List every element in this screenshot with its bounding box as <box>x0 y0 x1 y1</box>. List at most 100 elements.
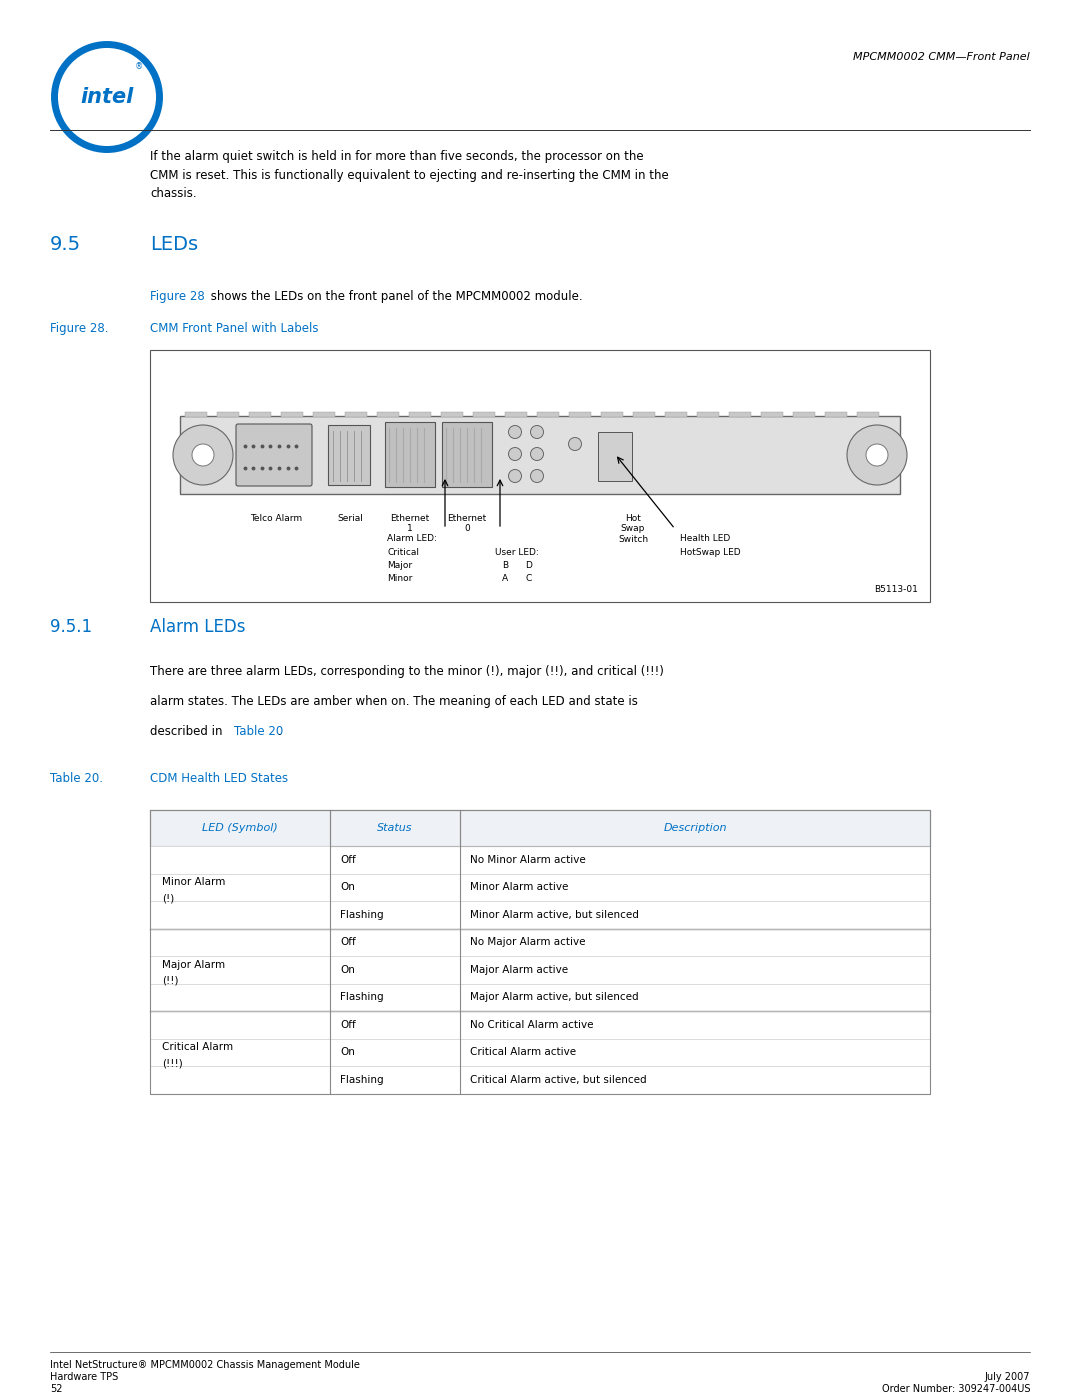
Text: Table 20.: Table 20. <box>50 773 103 785</box>
Text: (!!): (!!) <box>162 975 178 986</box>
Text: ®: ® <box>135 63 144 71</box>
Bar <box>409 412 431 416</box>
Text: C: C <box>525 574 531 583</box>
Text: Off: Off <box>340 855 355 865</box>
Circle shape <box>509 469 522 482</box>
Ellipse shape <box>54 45 160 149</box>
Text: Critical Alarm active: Critical Alarm active <box>470 1048 576 1058</box>
Circle shape <box>866 444 888 467</box>
Text: July 2007: July 2007 <box>985 1372 1030 1382</box>
Text: Table 20: Table 20 <box>234 725 283 738</box>
Text: Hot
Swap
Switch: Hot Swap Switch <box>618 514 648 543</box>
Bar <box>858 412 879 416</box>
Circle shape <box>192 444 214 467</box>
Bar <box>441 412 463 416</box>
Bar <box>249 412 271 416</box>
Bar <box>150 351 930 602</box>
Bar <box>150 1011 330 1094</box>
Text: alarm states. The LEDs are amber when on. The meaning of each LED and state is: alarm states. The LEDs are amber when on… <box>150 694 638 708</box>
Bar <box>313 412 335 416</box>
Text: MPCMM0002 CMM—Front Panel: MPCMM0002 CMM—Front Panel <box>853 52 1030 61</box>
Bar <box>473 412 495 416</box>
Bar <box>600 412 623 416</box>
Text: Critical Alarm active, but silenced: Critical Alarm active, but silenced <box>470 1074 647 1084</box>
Text: Flashing: Flashing <box>340 909 383 919</box>
FancyBboxPatch shape <box>442 422 492 488</box>
Text: Order Number: 309247-004US: Order Number: 309247-004US <box>881 1384 1030 1394</box>
Bar <box>569 412 591 416</box>
Circle shape <box>530 426 543 439</box>
Bar <box>665 412 687 416</box>
Text: Ethernet
1: Ethernet 1 <box>390 514 430 534</box>
Text: CDM Health LED States: CDM Health LED States <box>150 773 288 785</box>
Bar <box>281 412 303 416</box>
Text: (!!!): (!!!) <box>162 1059 183 1069</box>
Text: Status: Status <box>377 823 413 833</box>
Text: HotSwap LED: HotSwap LED <box>680 548 741 557</box>
Bar <box>150 810 930 847</box>
Text: Serial: Serial <box>337 514 363 522</box>
Bar <box>793 412 815 416</box>
Text: Figure 28.: Figure 28. <box>50 321 108 335</box>
Circle shape <box>509 426 522 439</box>
Text: There are three alarm LEDs, corresponding to the minor (!), major (!!), and crit: There are three alarm LEDs, correspondin… <box>150 665 664 678</box>
Text: Hardware TPS: Hardware TPS <box>50 1372 118 1382</box>
Text: Critical Alarm: Critical Alarm <box>162 1042 233 1052</box>
Text: Flashing: Flashing <box>340 992 383 1002</box>
Text: 52: 52 <box>50 1384 63 1394</box>
Text: Off: Off <box>340 937 355 947</box>
Text: CMM Front Panel with Labels: CMM Front Panel with Labels <box>150 321 319 335</box>
Text: intel: intel <box>80 87 134 108</box>
Text: Intel NetStructure® MPCMM0002 Chassis Management Module: Intel NetStructure® MPCMM0002 Chassis Ma… <box>50 1361 360 1370</box>
Text: 9.5.1: 9.5.1 <box>50 617 92 636</box>
Circle shape <box>568 437 581 450</box>
Circle shape <box>530 447 543 461</box>
Text: LED (Symbol): LED (Symbol) <box>202 823 278 833</box>
Bar <box>761 412 783 416</box>
Circle shape <box>847 425 907 485</box>
FancyBboxPatch shape <box>384 422 435 488</box>
Text: Off: Off <box>340 1020 355 1030</box>
FancyBboxPatch shape <box>328 425 370 485</box>
Text: Minor Alarm active: Minor Alarm active <box>470 883 568 893</box>
Text: No Major Alarm active: No Major Alarm active <box>470 937 585 947</box>
Text: B: B <box>502 562 508 570</box>
Text: .: . <box>278 725 282 738</box>
Text: No Minor Alarm active: No Minor Alarm active <box>470 855 585 865</box>
Text: Minor Alarm active, but silenced: Minor Alarm active, but silenced <box>470 909 639 919</box>
Bar <box>537 412 559 416</box>
Text: No Critical Alarm active: No Critical Alarm active <box>470 1020 594 1030</box>
Bar <box>150 929 330 1011</box>
Bar <box>825 412 847 416</box>
Text: User LED:: User LED: <box>495 548 539 557</box>
Bar <box>217 412 239 416</box>
Text: Alarm LED:: Alarm LED: <box>387 534 437 543</box>
Text: Major Alarm active: Major Alarm active <box>470 965 568 975</box>
Text: Alarm LEDs: Alarm LEDs <box>150 617 245 636</box>
Bar <box>180 416 900 495</box>
Text: Major: Major <box>387 562 413 570</box>
Text: Ethernet
0: Ethernet 0 <box>447 514 487 534</box>
Text: Minor: Minor <box>387 574 413 583</box>
FancyBboxPatch shape <box>237 425 312 486</box>
Text: Description: Description <box>663 823 727 833</box>
Text: Minor Alarm: Minor Alarm <box>162 877 226 887</box>
Text: B5113-01: B5113-01 <box>874 585 918 594</box>
Text: (!): (!) <box>162 893 174 904</box>
Text: If the alarm quiet switch is held in for more than five seconds, the processor o: If the alarm quiet switch is held in for… <box>150 149 669 200</box>
Bar <box>697 412 719 416</box>
Text: Major Alarm active, but silenced: Major Alarm active, but silenced <box>470 992 638 1002</box>
Text: A: A <box>502 574 508 583</box>
Bar <box>377 412 399 416</box>
Bar <box>729 412 751 416</box>
Bar <box>633 412 654 416</box>
Circle shape <box>173 425 233 485</box>
Text: 9.5: 9.5 <box>50 235 81 254</box>
Text: Health LED: Health LED <box>680 534 730 543</box>
Bar <box>185 412 207 416</box>
Text: Flashing: Flashing <box>340 1074 383 1084</box>
Text: On: On <box>340 1048 355 1058</box>
Text: D: D <box>525 562 531 570</box>
Text: On: On <box>340 965 355 975</box>
Text: Telco Alarm: Telco Alarm <box>249 514 302 522</box>
